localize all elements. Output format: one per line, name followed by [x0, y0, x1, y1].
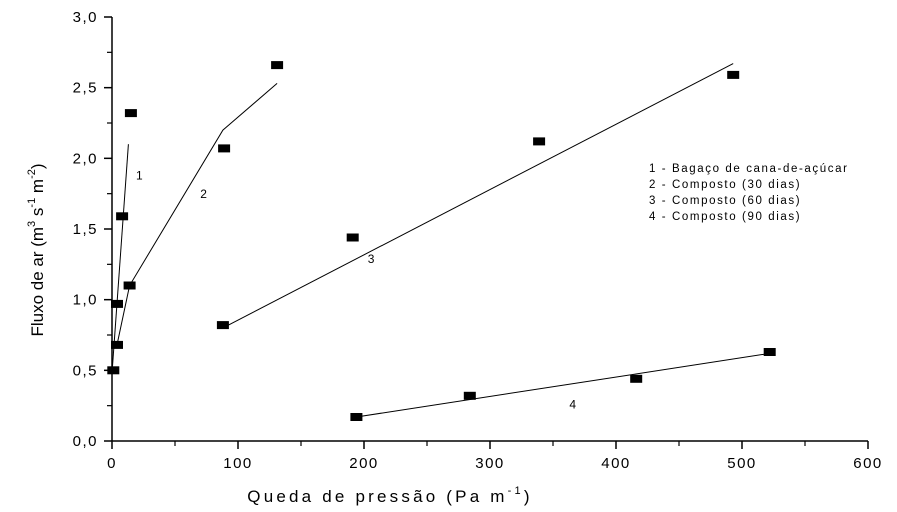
data-point-series-4: [350, 413, 363, 421]
curve-labels: 1 2 3 4: [136, 169, 576, 412]
curve-label-4: 4: [569, 397, 576, 411]
fit-line-series-4: [356, 352, 770, 418]
y-tick-label: 0,5: [73, 362, 98, 379]
x-tick-label: 300: [475, 455, 505, 472]
x-tick-label: 400: [601, 455, 631, 472]
data-point-series-4: [463, 391, 476, 400]
data-point-series-1: [116, 212, 129, 221]
data-points: [107, 61, 776, 421]
fit-line-series-1: [111, 144, 129, 374]
legend-entry-3: 3 - Composto (60 dias): [649, 195, 801, 207]
data-point-series-1: [111, 299, 123, 308]
fit-line-series-2: [116, 83, 278, 346]
x-tick-label: 0: [107, 455, 117, 472]
axes: [111, 17, 868, 442]
x-tick-label: 100: [223, 455, 253, 472]
data-point-series-2: [218, 144, 231, 153]
legend-entry-1: 1 - Bagaço de cana-de-açúcar: [649, 163, 849, 175]
data-point-series-4: [763, 348, 776, 356]
data-point-series-2: [123, 281, 136, 290]
data-point-series-3: [727, 70, 740, 79]
data-point-series-3: [216, 321, 229, 330]
data-point-series-3: [346, 233, 359, 242]
tick-labels: 0 100 200 300 400 500 600 0,0 0,5 1,0 1,5 2,0 2,5 3,0: [73, 9, 883, 472]
curve-label-3: 3: [368, 252, 375, 266]
curve-label-1: 1: [136, 169, 143, 183]
ticks: [104, 16, 869, 449]
fit-line-series-3: [222, 63, 734, 329]
data-point-series-1: [107, 366, 120, 375]
y-tick-label: 3,0: [73, 9, 98, 26]
x-axis-title: Queda de pressão (Pa m-1): [247, 485, 532, 506]
fit-lines: [111, 63, 770, 418]
x-tick-label: 600: [853, 455, 883, 472]
data-point-series-4: [630, 374, 643, 383]
y-tick-label: 2,5: [73, 80, 98, 97]
legend: 1 - Bagaço de cana-de-açúcar 2 - Compost…: [649, 163, 849, 223]
legend-entry-4: 4 - Composto (90 dias): [649, 211, 801, 223]
data-point-series-1: [111, 340, 123, 349]
x-tick-label: 200: [349, 455, 379, 472]
y-tick-label: 2,0: [73, 150, 98, 167]
data-point-series-3: [533, 137, 546, 146]
data-point-series-1: [124, 109, 137, 118]
data-point-series-2: [271, 61, 284, 70]
legend-entry-2: 2 - Composto (30 dias): [649, 179, 801, 191]
y-tick-label: 0,0: [73, 433, 98, 450]
y-axis-title: Fluxo de ar (m3 s-1 m-2): [26, 163, 47, 336]
x-tick-label: 500: [727, 455, 757, 472]
y-tick-label: 1,5: [73, 221, 98, 238]
curve-label-2: 2: [200, 187, 207, 201]
y-tick-label: 1,0: [73, 292, 98, 309]
